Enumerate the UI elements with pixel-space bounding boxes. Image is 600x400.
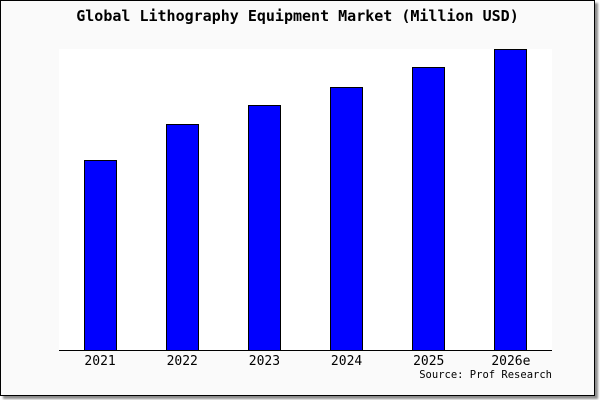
x-tick-2023: 2023 xyxy=(248,354,281,369)
bar-2026e xyxy=(494,49,528,350)
plot-area xyxy=(59,49,552,351)
x-tick-2022: 2022 xyxy=(166,354,198,369)
bar-2021 xyxy=(83,160,117,350)
x-tick-2025: 2025 xyxy=(413,354,445,369)
x-tick-2026e: 2026e xyxy=(491,354,531,369)
x-tick-2021: 2021 xyxy=(84,354,116,369)
x-axis-ticks: 2021 2022 2023 2024 2025 2026e xyxy=(1,354,594,370)
bar-2024 xyxy=(330,87,364,350)
source-note: Source: Prof Research xyxy=(419,369,552,381)
chart-title: Global Lithography Equipment Market (Mil… xyxy=(76,7,519,25)
x-tick-2024: 2024 xyxy=(330,354,363,369)
bar-2022 xyxy=(165,124,199,350)
bars-container xyxy=(59,49,552,350)
bar-2023 xyxy=(247,105,281,350)
bar-2025 xyxy=(412,67,446,350)
